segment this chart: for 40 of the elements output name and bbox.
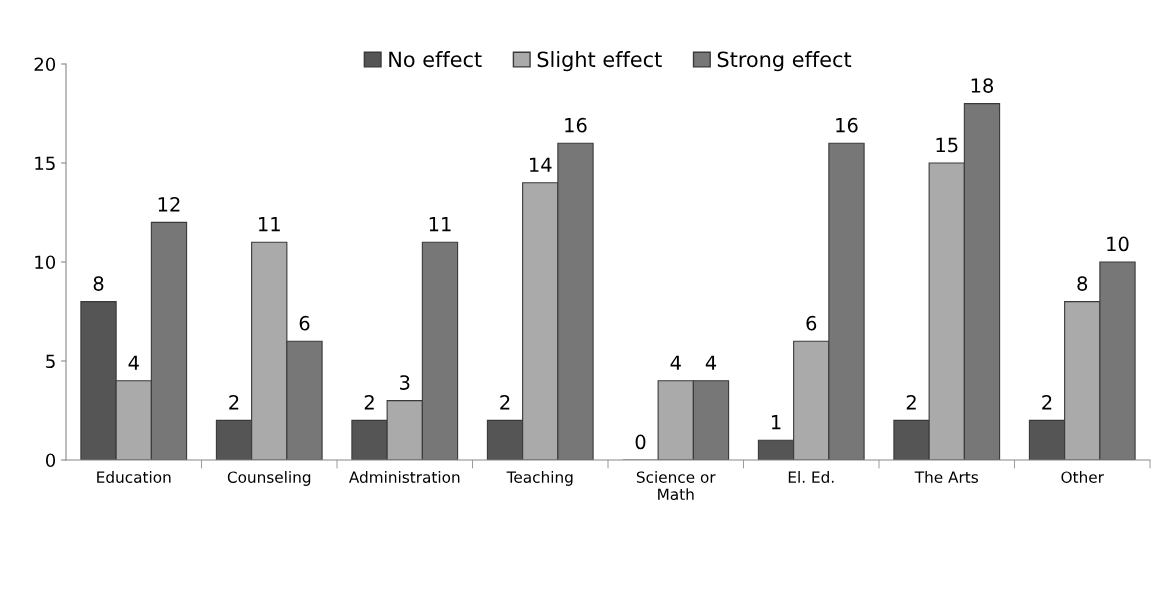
data-label: 12	[158, 196, 180, 212]
data-label: 8	[93, 276, 104, 291]
data-label: 4	[670, 355, 681, 370]
x-tick-label: Science or Math	[636, 471, 716, 501]
data-label: 18	[971, 78, 994, 93]
y-tick-label: 5	[46, 354, 55, 369]
data-label: 16	[836, 117, 858, 133]
data-label: 6	[806, 315, 817, 331]
data-label: 14	[530, 157, 552, 172]
x-tick-label: The Arts	[914, 471, 978, 483]
y-tick-label: 10	[35, 255, 56, 270]
data-label: 2	[906, 394, 916, 410]
data-label: 2	[500, 394, 510, 410]
data-label: 4	[705, 355, 717, 370]
data-label: 3	[400, 375, 410, 390]
legend-label: Strong effect	[717, 51, 852, 72]
y-tick-label: 15	[35, 156, 55, 171]
data-label: 16	[565, 117, 587, 133]
x-tick-label: Other	[1061, 471, 1104, 483]
data-label: 11	[259, 217, 280, 232]
data-label: 11	[429, 217, 451, 232]
data-label: 15	[936, 137, 958, 153]
data-label: 8	[1077, 276, 1088, 291]
data-label: 6	[299, 315, 310, 331]
data-label: 4	[128, 355, 139, 370]
legend-label: No effect	[389, 51, 482, 68]
x-tick-label: Education	[97, 471, 171, 483]
data-label: 2	[1042, 394, 1052, 410]
y-tick-label: 20	[34, 57, 56, 72]
x-tick-label: Counseling	[227, 471, 311, 486]
data-label: 1	[771, 415, 781, 430]
x-tick-label: Administration	[348, 471, 460, 483]
data-label: 2	[229, 394, 239, 410]
data-label: 10	[1107, 236, 1129, 252]
x-tick-label: El. Ed.	[788, 471, 834, 483]
y-tick-label: 0	[45, 453, 56, 468]
data-label: 0	[635, 434, 646, 450]
legend-label: Slight effect	[537, 51, 662, 72]
data-label: 2	[364, 394, 374, 410]
x-tick-label: Teaching	[506, 471, 573, 486]
